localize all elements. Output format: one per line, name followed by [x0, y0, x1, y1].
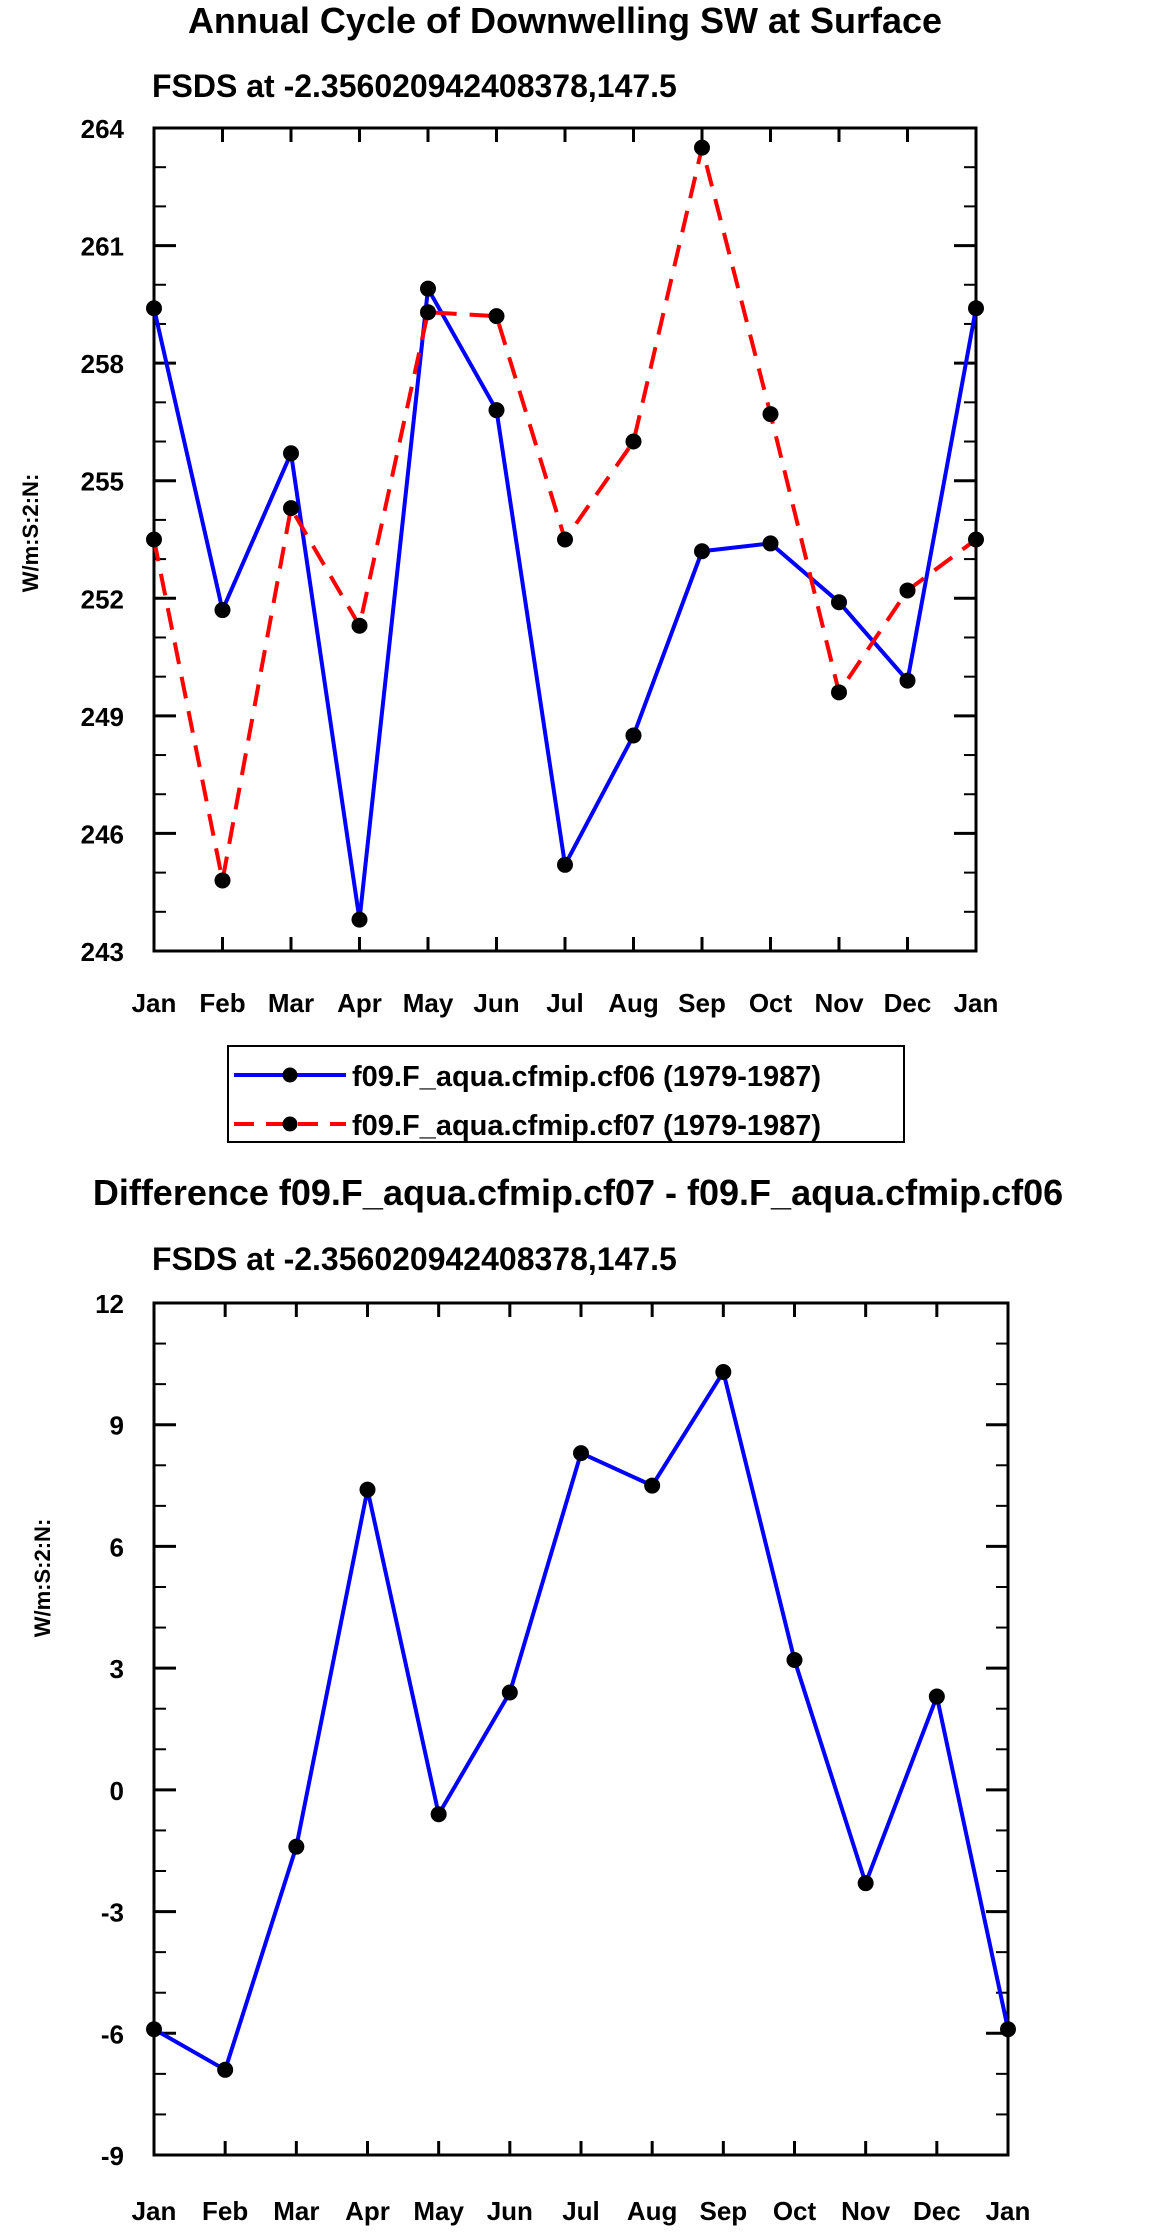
panel1-x-tick-label: Mar [268, 988, 314, 1018]
panel1-title: Annual Cycle of Downwelling SW at Surfac… [188, 0, 942, 41]
panel2-x-tick-label: Oct [773, 2196, 817, 2226]
panel2-x-tick-label: Jul [562, 2196, 600, 2226]
panel2-series-1-point [430, 1806, 447, 1823]
panel2-x-tick-label: Jun [487, 2196, 533, 2226]
panel1-series-2-point [831, 684, 847, 701]
panel1-series-1-point [968, 300, 984, 317]
panel1-series-1-point [488, 402, 505, 419]
panel2-series-1-point [146, 2021, 162, 2038]
panel1-subtitle: FSDS at -2.356020942408378,147.5 [152, 68, 677, 104]
panel1-series-1-point [625, 727, 642, 744]
panel1-y-tick-label: 264 [81, 114, 125, 144]
panel1-y-tick-label: 261 [81, 232, 124, 262]
panel1-series-2-point [283, 500, 299, 517]
panel1-series-2-point [420, 304, 436, 321]
panel1-series-1-point [146, 300, 162, 317]
panel2-x-tick-label: Jan [986, 2196, 1031, 2226]
panel2-x-tick-label: Dec [913, 2196, 961, 2226]
panel1-series-1-point [831, 594, 847, 611]
panel1-series-2-point [557, 531, 573, 548]
panel2-x-tick-label: Mar [273, 2196, 319, 2226]
panel2-y-tick-label: 0 [110, 1776, 124, 1806]
panel2-y-tick-label: 12 [95, 1289, 124, 1319]
panel1-series-1-point [899, 672, 916, 689]
panel2-ylabel: W/m:S:2:N: [30, 1519, 55, 1638]
legend-marker-cf06 [282, 1067, 298, 1083]
panel1-series-2-point [488, 308, 505, 325]
panel1-series-2-point [968, 531, 984, 548]
panel1-series-1-point [351, 911, 368, 928]
panel1-x-tick-label: Jul [546, 988, 584, 1018]
panel1-y-tick-label: 246 [81, 819, 124, 849]
panel1-series-2-point [694, 139, 710, 156]
panel2-y-tick-label: -3 [101, 1898, 124, 1928]
panel1-series-2-point [899, 582, 916, 599]
panel2-x-tick-label: Aug [627, 2196, 678, 2226]
legend-label-cf07: f09.F_aqua.cfmip.cf07 (1979-1987) [352, 1110, 821, 1142]
panel2-series-1-point [288, 1838, 305, 1855]
panel1-x-tick-label: Feb [199, 988, 245, 1018]
panel2-y-tick-label: -9 [101, 2141, 124, 2171]
panel1-series-2-point [214, 872, 231, 889]
panel1-series-2-point [625, 433, 642, 450]
panel2-series-1-point [1000, 2021, 1016, 2038]
panel2-subtitle: FSDS at -2.356020942408378,147.5 [152, 1241, 677, 1277]
panel1-x-tick-label: Apr [337, 988, 382, 1018]
panel1-x-tick-label: Jun [473, 988, 519, 1018]
panel1-y-tick-label: 249 [81, 702, 124, 732]
panel1-y-tick-label: 243 [81, 937, 124, 967]
plot-area-bottom: Jan Feb Mar Apr May Jun Jul Aug Sep Oct Nov Dec Jan-… [95, 1289, 1030, 2226]
panel2-x-tick-label: May [413, 2196, 464, 2226]
panel1-series-2-point [146, 531, 162, 548]
panel2-series-1-point [928, 1688, 945, 1705]
panel1-x-tick-label: Nov [814, 988, 864, 1018]
legend: f09.F_aqua.cfmip.cf06 (1979-1987) f09.F_… [227, 1045, 905, 1143]
panel1-x-tick-label: Dec [884, 988, 932, 1018]
plot-area-top: Jan Feb Mar Apr May Jun Jul Aug Sep Oct Nov Dec Jan 2… [81, 114, 999, 1018]
panel1-series-1-point [694, 543, 710, 560]
panel1-x-tick-label: Oct [749, 988, 793, 1018]
panel2-y-tick-label: 6 [110, 1532, 124, 1562]
legend-box [227, 1045, 905, 1143]
panel2-series-1-point [715, 1363, 732, 1380]
panel1-series-2-point [762, 406, 779, 423]
panel1-series-1-point [762, 535, 779, 552]
legend-label-cf06: f09.F_aqua.cfmip.cf06 (1979-1987) [352, 1061, 821, 1093]
panel1-series-1-point [557, 856, 573, 873]
panel2-x-tick-label: Nov [841, 2196, 891, 2226]
panel2-x-tick-label: Jan [132, 2196, 177, 2226]
panel2-series-1-point [359, 1481, 376, 1498]
panel2-y-tick-label: -6 [101, 2019, 124, 2049]
panel2-series-1-point [857, 1875, 874, 1892]
panel2-series-1-point [573, 1445, 589, 1462]
panel2-series-1-point [786, 1652, 803, 1669]
panel2-x-tick-label: Apr [345, 2196, 390, 2226]
panel1-series-1-point [283, 445, 299, 462]
panel1-series-2-point [351, 617, 368, 634]
panel1-y-tick-label: 252 [81, 584, 124, 614]
panel2-title: Difference f09.F_aqua.cfmip.cf07 - f09.F… [93, 1172, 1063, 1213]
panel1-x-tick-label: Jan [132, 988, 177, 1018]
panel1-y-tick-label: 258 [81, 349, 124, 379]
panel2-x-tick-label: Sep [699, 2196, 747, 2226]
panel1-x-tick-label: Aug [608, 988, 659, 1018]
panel2-x-tick-label: Feb [202, 2196, 248, 2226]
panel1-x-tick-label: May [403, 988, 454, 1018]
panel1-series-1-point [420, 280, 436, 297]
legend-marker-cf07 [282, 1116, 298, 1132]
panel1-y-tick-label: 255 [81, 467, 124, 497]
panel1-x-tick-label: Jan [954, 988, 999, 1018]
panel2-series-1-point [217, 2061, 234, 2078]
panel2-series-1-point [501, 1684, 518, 1701]
panel2-y-tick-label: 9 [110, 1411, 124, 1441]
panel2-series-1-point [644, 1477, 661, 1494]
panel1-ylabel: W/m:S:2:N: [18, 474, 43, 593]
panel1-series-1-point [214, 602, 231, 619]
panel2-y-tick-label: 3 [110, 1654, 124, 1684]
panel1-x-tick-label: Sep [678, 988, 726, 1018]
